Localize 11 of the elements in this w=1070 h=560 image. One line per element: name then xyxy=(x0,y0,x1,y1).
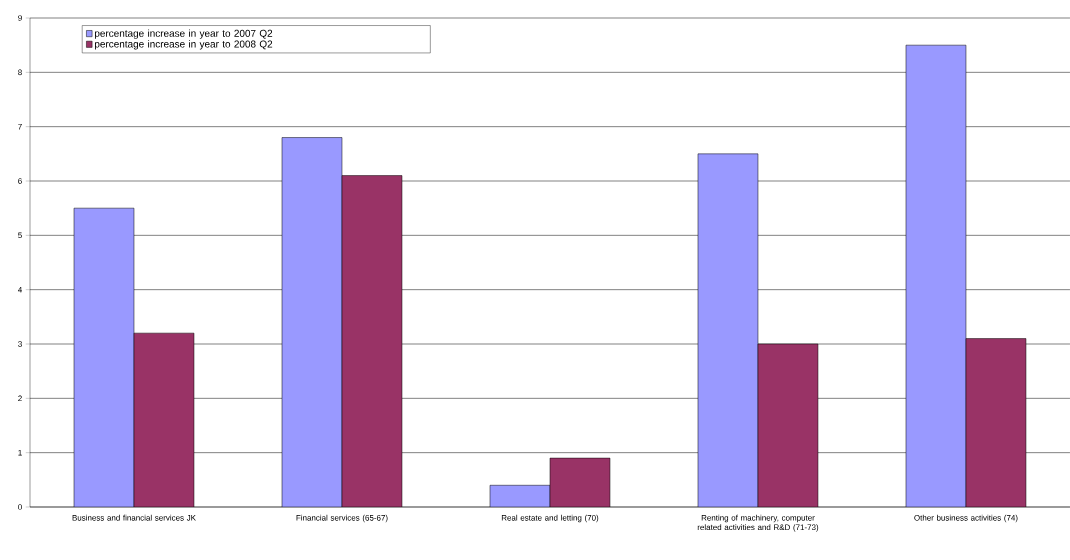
legend-label: percentage increase in year to 2008 Q2 xyxy=(94,40,273,50)
bar xyxy=(133,332,195,507)
bar xyxy=(341,175,403,507)
bar xyxy=(757,343,819,507)
bar xyxy=(549,457,611,507)
bar xyxy=(73,207,135,507)
bar xyxy=(697,153,759,507)
bar xyxy=(281,137,343,507)
legend-label: percentage increase in year to 2007 Q2 xyxy=(94,29,273,39)
bar xyxy=(905,44,967,507)
bar xyxy=(965,338,1027,507)
